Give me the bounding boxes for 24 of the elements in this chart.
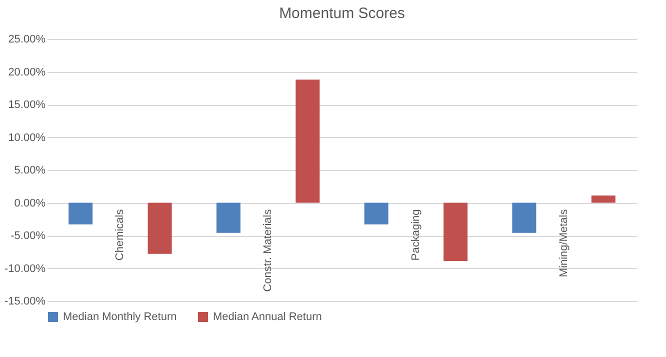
x-tick-label: Chemicals bbox=[114, 208, 126, 261]
x-tick-label: Constr. Materials bbox=[262, 208, 274, 292]
y-tick-label: 0.00% bbox=[14, 197, 46, 210]
x-tick-label: Mining/Metals bbox=[558, 208, 570, 278]
bar bbox=[444, 202, 468, 262]
bar bbox=[591, 196, 616, 203]
legend-label: Median Annual Return bbox=[213, 311, 322, 323]
bar bbox=[68, 202, 93, 224]
y-tick-label: -15.00% bbox=[4, 296, 46, 308]
bar bbox=[148, 202, 172, 254]
x-tick-label: Packaging bbox=[410, 209, 422, 261]
y-tick-label: 5.00% bbox=[14, 164, 46, 176]
y-tick-label: 10.00% bbox=[8, 132, 46, 144]
bar bbox=[364, 202, 388, 224]
bar bbox=[216, 202, 240, 233]
y-tick-label: 25.00% bbox=[8, 34, 46, 46]
chart-title: Momentum Scores bbox=[279, 5, 405, 22]
y-tick-label: 15.00% bbox=[8, 99, 46, 111]
y-tick-label: -5.00% bbox=[10, 230, 46, 242]
legend-label: Median Monthly Return bbox=[63, 311, 177, 323]
y-tick-label: -10.00% bbox=[4, 262, 46, 275]
y-tick-label: 20.00% bbox=[8, 66, 46, 78]
bar bbox=[296, 80, 320, 203]
bar bbox=[512, 202, 536, 233]
